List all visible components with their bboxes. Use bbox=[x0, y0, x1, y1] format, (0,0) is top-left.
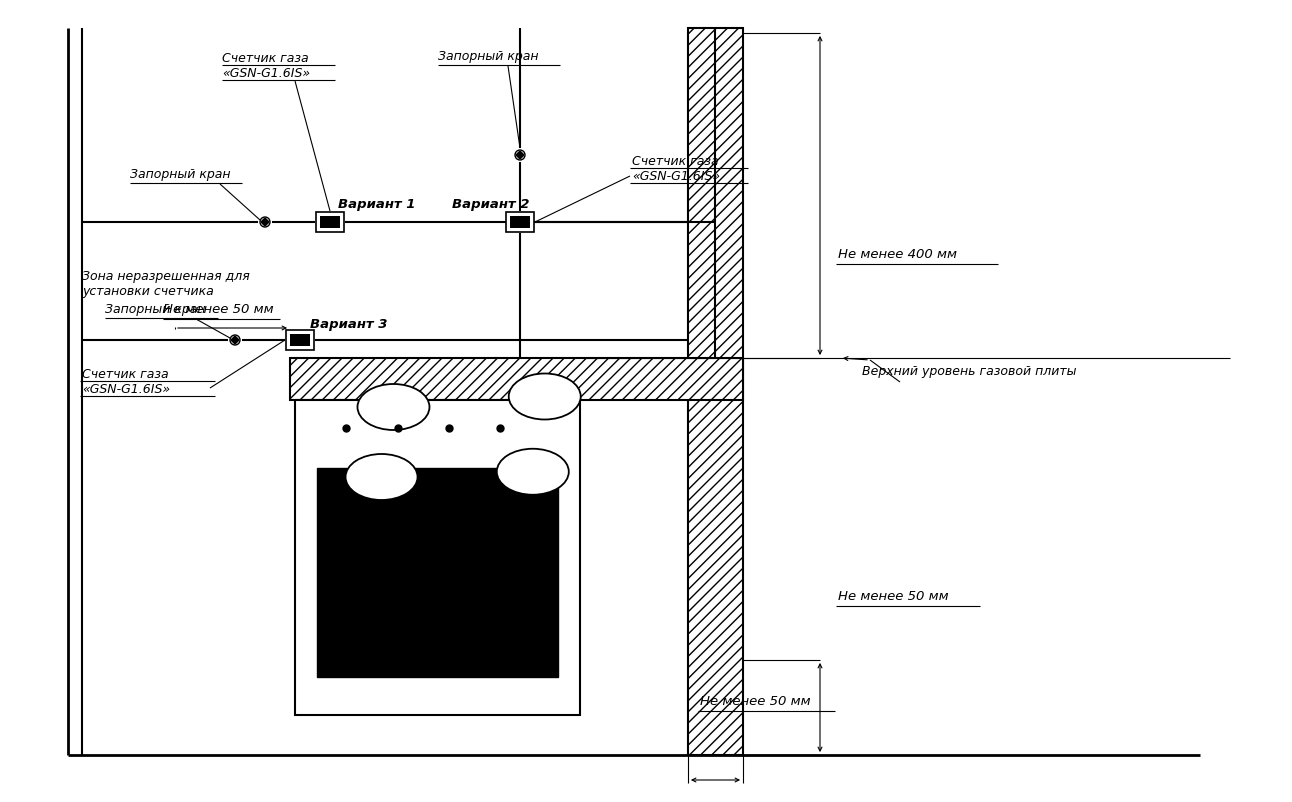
Polygon shape bbox=[516, 151, 525, 159]
Polygon shape bbox=[231, 336, 239, 344]
Text: Не менее 50 мм: Не менее 50 мм bbox=[839, 590, 948, 603]
Text: Вариант 3: Вариант 3 bbox=[310, 318, 388, 331]
Text: Не менее 50 мм: Не менее 50 мм bbox=[700, 695, 810, 708]
Text: Запорный кран: Запорный кран bbox=[438, 50, 539, 63]
Bar bbox=[289, 358, 743, 400]
Bar bbox=[286, 330, 314, 350]
Ellipse shape bbox=[509, 374, 580, 419]
Text: Запорный кран: Запорный кран bbox=[130, 168, 230, 181]
Text: установки счетчика: установки счетчика bbox=[81, 285, 213, 298]
Text: «GSN-G1.6IS»: «GSN-G1.6IS» bbox=[222, 67, 310, 80]
Bar bbox=[510, 216, 530, 228]
Bar bbox=[289, 334, 310, 346]
Bar bbox=[317, 468, 558, 677]
Polygon shape bbox=[261, 218, 269, 226]
Bar bbox=[689, 28, 743, 755]
Text: Вариант 1: Вариант 1 bbox=[339, 198, 416, 211]
Ellipse shape bbox=[358, 384, 429, 430]
Text: Не менее 400 мм: Не менее 400 мм bbox=[839, 248, 957, 261]
Text: Верхний уровень газовой плиты: Верхний уровень газовой плиты bbox=[862, 365, 1076, 378]
Text: «GSN-G1.6IS»: «GSN-G1.6IS» bbox=[632, 170, 720, 183]
Bar bbox=[320, 216, 340, 228]
Text: Запорный кран: Запорный кран bbox=[105, 303, 205, 316]
Ellipse shape bbox=[497, 449, 568, 495]
Text: Вариант 2: Вариант 2 bbox=[452, 198, 530, 211]
Text: Зона неразрешенная для: Зона неразрешенная для bbox=[81, 270, 249, 283]
Bar bbox=[317, 212, 344, 232]
Text: Счетчик газа: Счетчик газа bbox=[222, 52, 309, 65]
Text: Не менее 50 мм: Не менее 50 мм bbox=[163, 303, 274, 316]
Bar bbox=[506, 212, 534, 232]
Text: Счетчик газа: Счетчик газа bbox=[632, 155, 718, 168]
Text: «GSN-G1.6IS»: «GSN-G1.6IS» bbox=[81, 383, 171, 396]
Ellipse shape bbox=[345, 454, 417, 500]
Bar bbox=[295, 400, 580, 715]
Text: Счетчик газа: Счетчик газа bbox=[81, 368, 169, 381]
